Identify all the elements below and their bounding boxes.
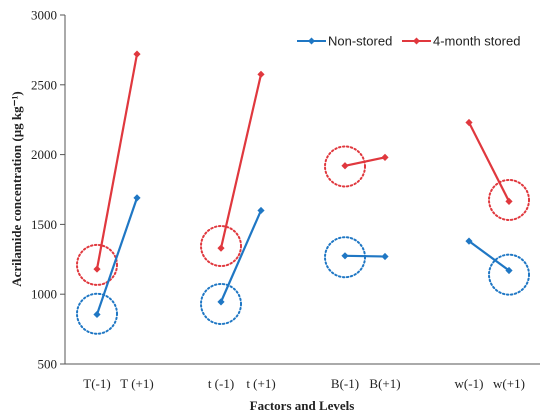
dotted-circle-annotation bbox=[488, 178, 530, 221]
data-point-diamond bbox=[381, 252, 389, 261]
y-tick-label: 1000 bbox=[31, 287, 57, 302]
data-point-diamond bbox=[257, 206, 265, 215]
y-tick-label: 3000 bbox=[31, 8, 57, 23]
data-point-diamond bbox=[381, 153, 389, 161]
x-tick-label: B(-1) bbox=[331, 376, 359, 391]
x-tick-label: w(-1) bbox=[455, 376, 484, 391]
series-line-segment bbox=[344, 156, 386, 167]
data-point-diamond bbox=[465, 118, 473, 127]
series-line-segment bbox=[95, 197, 139, 315]
data-point-diamond bbox=[341, 252, 349, 260]
series-line-segment bbox=[219, 209, 263, 303]
x-tick-label: t (+1) bbox=[246, 376, 275, 391]
y-tick-label: 2500 bbox=[31, 77, 57, 92]
annotation-circles bbox=[76, 145, 530, 335]
y-axis-title: Acrilamide concentration (µg kg⁻¹) bbox=[9, 91, 24, 287]
data-point-diamond bbox=[341, 162, 349, 170]
dotted-circle-annotation bbox=[488, 253, 530, 296]
series-4-month-stored bbox=[93, 50, 513, 273]
plot-area: 500 1000 1500 2000 2500 3000 T(-1) T (+1) t (-1… bbox=[31, 8, 540, 391]
data-point-diamond bbox=[93, 265, 101, 273]
x-tick-label: B(+1) bbox=[369, 376, 400, 391]
series-line-segment bbox=[468, 240, 510, 272]
data-point-diamond bbox=[217, 244, 225, 252]
dotted-circle-annotation bbox=[324, 145, 366, 188]
series-layer bbox=[93, 50, 513, 319]
x-tick-label: w(+1) bbox=[493, 376, 525, 391]
x-tick-label: T (+1) bbox=[120, 376, 153, 391]
legend-item-non-stored: Non-stored bbox=[297, 34, 392, 49]
legend-label: Non-stored bbox=[328, 34, 392, 49]
x-axis-ticks: T(-1) T (+1) t (-1) t (+1) B(-1) B(+1) w(-1) w(… bbox=[83, 376, 525, 391]
y-tick-label: 500 bbox=[38, 357, 58, 372]
y-tick-label: 1500 bbox=[31, 217, 57, 232]
data-point-diamond bbox=[133, 50, 141, 58]
data-point-diamond bbox=[133, 194, 141, 202]
dotted-circle-annotation bbox=[76, 243, 118, 286]
legend: Non-stored 4-month stored bbox=[297, 34, 520, 49]
data-point-diamond bbox=[217, 298, 225, 306]
data-point-diamond bbox=[505, 197, 513, 205]
legend-label: 4-month stored bbox=[433, 34, 520, 49]
x-tick-label: T(-1) bbox=[83, 376, 110, 391]
data-point-diamond bbox=[505, 266, 513, 275]
data-point-diamond bbox=[465, 237, 473, 245]
series-non-stored bbox=[93, 194, 513, 319]
data-point-diamond bbox=[93, 310, 101, 319]
dotted-circle-annotation bbox=[200, 225, 242, 268]
series-line-segment bbox=[219, 74, 263, 249]
series-line-segment bbox=[95, 53, 139, 270]
y-axis-ticks: 500 1000 1500 2000 2500 3000 bbox=[31, 8, 65, 372]
legend-item-4-month-stored: 4-month stored bbox=[402, 34, 520, 49]
x-axis-title: Factors and Levels bbox=[250, 398, 355, 413]
dotted-circle-annotation bbox=[76, 292, 118, 335]
dotted-circle-annotation bbox=[200, 282, 242, 325]
series-line-segment bbox=[468, 121, 510, 202]
y-tick-label: 2000 bbox=[31, 147, 57, 162]
x-tick-label: t (-1) bbox=[208, 376, 234, 391]
data-point-diamond bbox=[257, 70, 265, 78]
legend-diamond-icon bbox=[308, 37, 315, 45]
legend-diamond-icon bbox=[413, 37, 420, 45]
series-line-segment bbox=[344, 254, 386, 258]
